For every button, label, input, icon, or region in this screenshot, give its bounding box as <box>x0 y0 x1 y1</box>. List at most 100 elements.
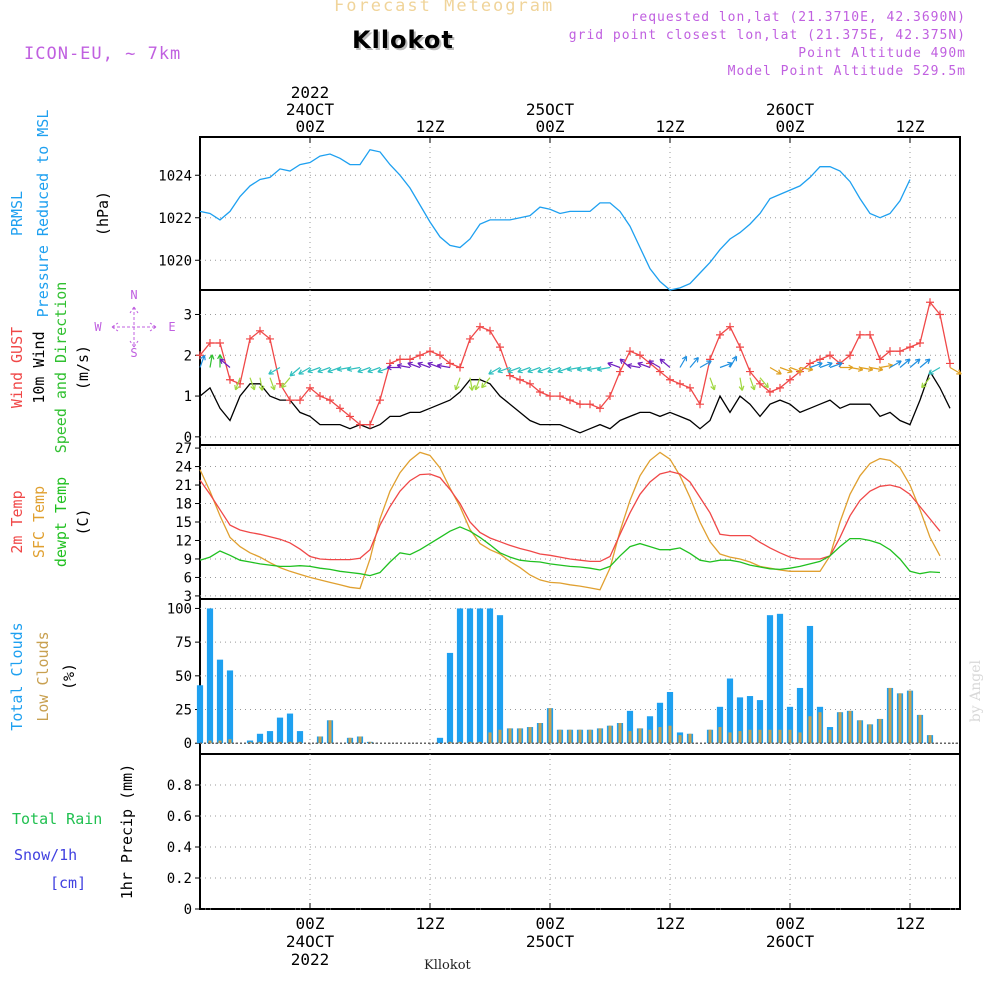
wind-direction-arrow <box>307 366 321 374</box>
wind-gust-line <box>199 300 951 426</box>
wind-gust-marker <box>856 330 864 339</box>
total-cloud-bar <box>786 706 794 744</box>
wind-gust-marker <box>576 400 584 409</box>
wind-gust-marker <box>626 347 634 356</box>
pressure-ytick-label: 1020 <box>158 253 192 269</box>
wind-direction-arrow <box>799 366 814 372</box>
wind-direction-arrow <box>819 361 833 369</box>
low-cloud-bar <box>838 712 842 744</box>
wind-gust-marker <box>776 383 784 392</box>
wind-gust-marker <box>926 298 934 307</box>
total-cloud-bar <box>206 608 214 744</box>
model-altitude: Model Point Altitude 529.5m <box>727 64 966 79</box>
wind-gust-marker <box>516 375 524 384</box>
total-cloud-bar <box>286 713 294 744</box>
low-cloud-bar <box>918 714 922 744</box>
clouds-axis-label: Total Clouds <box>8 622 26 730</box>
low-cloud-bar <box>628 731 632 744</box>
wind-direction-arrow <box>749 377 756 391</box>
wind-direction-arrow <box>234 377 241 391</box>
top-time-label: 00Z <box>776 117 805 136</box>
wind-gust-marker <box>896 347 904 356</box>
low-cloud-bar <box>538 723 542 744</box>
dewpt-line <box>199 526 941 577</box>
low-cloud-bar <box>798 732 802 744</box>
pressure-line <box>199 148 911 291</box>
low-cloud-bar <box>578 729 582 744</box>
low-cloud-bar <box>868 724 872 744</box>
total-cloud-bar <box>626 710 634 744</box>
total-cloud-bar <box>736 697 744 744</box>
station-name: Kllokot <box>352 26 454 54</box>
wind-direction-arrow <box>258 377 265 391</box>
wind-gust-marker <box>306 383 314 392</box>
wind-gust-marker <box>826 351 834 360</box>
total-cloud-bar <box>756 700 764 744</box>
wind-direction-arrow <box>566 366 581 372</box>
wind-direction-arrow <box>689 356 699 368</box>
wind-gust-marker <box>766 387 774 396</box>
wind-direction-arrow <box>626 363 641 369</box>
total-cloud-bar <box>776 613 784 744</box>
low-cloud-bar <box>658 727 662 744</box>
low-cloud-bar <box>208 740 212 744</box>
wind-gust-marker <box>916 339 924 348</box>
temp-ytick-label: 15 <box>175 515 192 531</box>
low-cloud-bar <box>888 687 892 744</box>
wind-direction-arrow <box>921 377 931 389</box>
wind-gust-marker <box>656 367 664 376</box>
total-cloud-bar <box>266 731 274 744</box>
wind-direction-arrow <box>488 366 501 375</box>
low-cloud-bar <box>758 729 762 744</box>
wind-gust-marker <box>546 392 554 401</box>
compass-west: W <box>94 320 102 334</box>
precip-legend-label: Total Rain <box>12 810 102 828</box>
precip-ytick-label: 0 <box>184 902 192 918</box>
wind-gust-marker <box>536 387 544 396</box>
wind-direction-arrow <box>289 367 301 377</box>
wind-direction-arrow <box>468 377 475 391</box>
low-cloud-bar <box>768 729 772 744</box>
wind-direction-arrow <box>928 366 941 375</box>
wind-gust-marker <box>456 363 464 372</box>
wind-direction-arrow <box>517 366 531 374</box>
bottom-time-label: 12Z <box>896 914 925 933</box>
wind-gust-marker <box>466 334 474 343</box>
wind-gust-marker <box>936 310 944 319</box>
wind-direction-arrow <box>386 364 400 371</box>
wind-ytick-label: 0 <box>184 430 192 446</box>
wind-direction-arrow <box>869 366 884 372</box>
temp-ytick-label: 24 <box>175 460 192 476</box>
wind-direction-arrow <box>949 366 962 375</box>
wind-direction-arrow <box>779 366 793 374</box>
clouds-ytick-label: 100 <box>167 601 192 617</box>
wind-direction-arrow <box>407 361 421 369</box>
wind-direction-arrow <box>738 377 745 391</box>
wind-ytick-label: 1 <box>184 389 192 405</box>
requested-coords: requested lon,lat (21.3710E, 42.3690N) <box>630 10 966 25</box>
wind-gust-marker <box>206 339 214 348</box>
pressure-axis-label: PRMSL <box>8 191 26 236</box>
wind-gust-marker <box>286 396 294 405</box>
clouds-ytick-label: 75 <box>175 635 192 651</box>
wind-direction-arrow <box>396 363 411 369</box>
wind-gust-marker <box>446 359 454 368</box>
compass-south: S <box>130 346 137 360</box>
grid-point-coords: grid point closest lon,lat (21.375E, 42.… <box>568 28 966 43</box>
temp-ytick-label: 9 <box>184 552 192 568</box>
bottom-time-label: 00Z <box>536 914 565 933</box>
wind-gust-marker <box>636 351 644 360</box>
clouds-ytick-label: 50 <box>175 669 192 685</box>
total-cloud-bar <box>806 625 814 744</box>
wind-gust-marker <box>226 375 234 384</box>
compass-east: E <box>168 320 175 334</box>
wind-gust-marker <box>716 330 724 339</box>
wind-direction-arrow <box>547 366 561 374</box>
total-cloud-bar <box>466 608 474 744</box>
wind-gust-marker <box>556 392 564 401</box>
wind-direction-arrow <box>679 355 688 368</box>
wind-direction-arrow <box>659 358 671 368</box>
wind-gust-marker <box>876 355 884 364</box>
wind-gust-marker <box>296 396 304 405</box>
wind-direction-arrow <box>637 361 651 369</box>
